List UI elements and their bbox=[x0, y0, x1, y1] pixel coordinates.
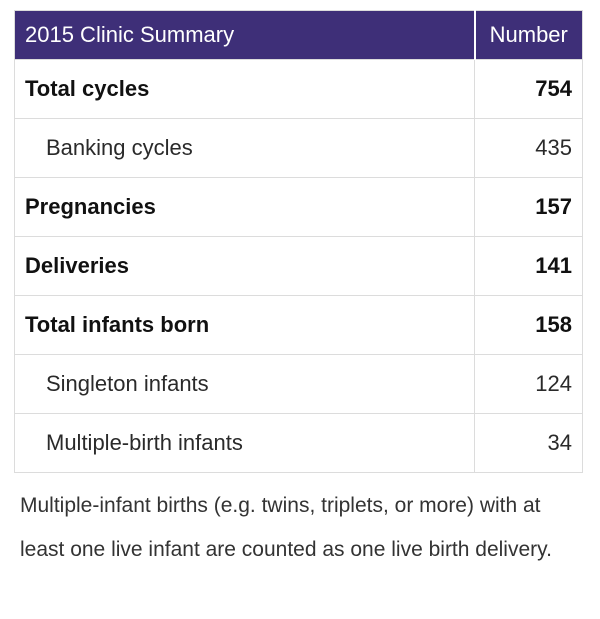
header-summary-title: 2015 Clinic Summary bbox=[14, 10, 476, 60]
row-label: Banking cycles bbox=[14, 118, 475, 178]
row-value: 754 bbox=[474, 59, 583, 119]
row-value: 435 bbox=[474, 118, 583, 178]
footnote: Multiple-infant births (e.g. twins, trip… bbox=[20, 494, 552, 561]
table-row-total-cycles: Total cycles 754 bbox=[14, 59, 583, 119]
row-label: Singleton infants bbox=[14, 354, 475, 414]
table-body: Total cycles 754 Banking cycles 435 Preg… bbox=[14, 59, 583, 473]
row-label: Total infants born bbox=[14, 295, 475, 355]
header-row: 2015 Clinic Summary Number bbox=[14, 10, 583, 60]
row-label: Total cycles bbox=[14, 59, 475, 119]
clinic-summary-container: 2015 Clinic Summary Number Total cycles … bbox=[14, 10, 583, 473]
row-value: 124 bbox=[474, 354, 583, 414]
table-row-singleton-infants: Singleton infants 124 bbox=[14, 354, 583, 414]
table-row-total-infants-born: Total infants born 158 bbox=[14, 295, 583, 355]
table-row-multiple-birth-infants: Multiple-birth infants 34 bbox=[14, 413, 583, 473]
clinic-summary-table: 2015 Clinic Summary Number Total cycles … bbox=[14, 10, 583, 473]
row-value: 158 bbox=[474, 295, 583, 355]
row-label: Pregnancies bbox=[14, 177, 475, 237]
row-label: Deliveries bbox=[14, 236, 475, 296]
table-row-deliveries: Deliveries 141 bbox=[14, 236, 583, 296]
table-row-pregnancies: Pregnancies 157 bbox=[14, 177, 583, 237]
table-row-banking-cycles: Banking cycles 435 bbox=[14, 118, 583, 178]
row-label: Multiple-birth infants bbox=[14, 413, 475, 473]
row-value: 34 bbox=[474, 413, 583, 473]
table-header: 2015 Clinic Summary Number bbox=[14, 10, 583, 60]
row-value: 141 bbox=[474, 236, 583, 296]
row-value: 157 bbox=[474, 177, 583, 237]
header-number: Number bbox=[474, 10, 583, 60]
